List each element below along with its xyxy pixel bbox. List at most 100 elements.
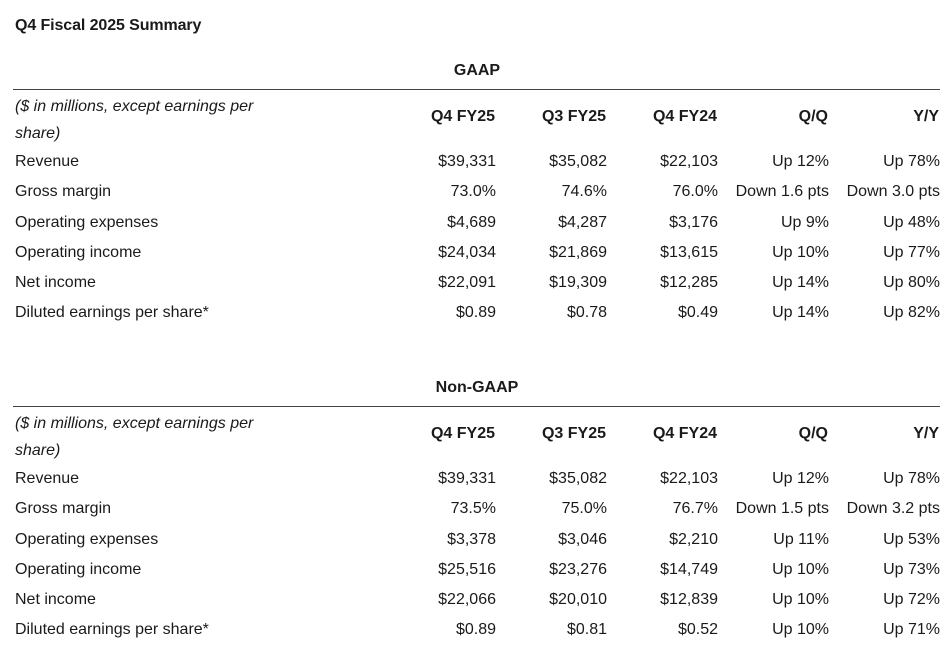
cell-yy: Up 73% xyxy=(883,561,940,578)
section-title: Non-GAAP xyxy=(435,379,519,396)
cell-q3fy25: $20,010 xyxy=(549,591,607,608)
cell-q4fy24: $2,210 xyxy=(669,531,718,548)
section-title: GAAP xyxy=(453,62,501,79)
column-header-q4fy24: Q4 FY24 xyxy=(652,108,717,125)
row-label: Diluted earnings per share* xyxy=(15,304,209,321)
column-header-q4fy25: Q4 FY25 xyxy=(430,108,495,125)
cell-q4fy25: $22,091 xyxy=(438,274,496,291)
cell-qq: Up 10% xyxy=(772,621,829,638)
table-row: Revenue $39,331 $35,082 $22,103 Up 12% U… xyxy=(0,470,944,500)
cell-q4fy24: $22,103 xyxy=(660,470,718,487)
cell-qq: Up 12% xyxy=(772,153,829,170)
cell-q3fy25: $35,082 xyxy=(549,470,607,487)
cell-q4fy25: $25,516 xyxy=(438,561,496,578)
table-row: Gross margin 73.5% 75.0% 76.7% Down 1.5 … xyxy=(0,500,944,530)
cell-qq: Up 11% xyxy=(773,531,829,548)
cell-q4fy25: 73.0% xyxy=(450,183,496,200)
cell-q4fy25: $3,378 xyxy=(447,531,496,548)
units-note: ($ in millions, except earnings per shar… xyxy=(15,415,254,459)
cell-q3fy25: $35,082 xyxy=(549,153,607,170)
cell-q4fy25: 73.5% xyxy=(450,500,496,517)
cell-yy: Up 82% xyxy=(883,304,940,321)
row-label: Net income xyxy=(15,591,96,608)
column-header-q3fy25: Q3 FY25 xyxy=(541,425,606,442)
row-label: Gross margin xyxy=(15,183,112,200)
cell-qq: Up 12% xyxy=(772,470,829,487)
cell-q3fy25: $3,046 xyxy=(558,531,607,548)
column-header-yy: Y/Y xyxy=(913,108,939,125)
cell-q3fy25: $4,287 xyxy=(558,214,607,231)
cell-yy: Up 48% xyxy=(883,214,940,231)
cell-q3fy25: $0.81 xyxy=(566,621,607,638)
column-header-qq: Q/Q xyxy=(798,108,828,125)
cell-q4fy24: $12,285 xyxy=(660,274,718,291)
cell-yy: Down 3.0 pts xyxy=(846,183,940,200)
cell-yy: Up 78% xyxy=(883,153,940,170)
cell-q4fy24: $13,615 xyxy=(660,244,718,261)
cell-q4fy25: $22,066 xyxy=(438,591,496,608)
cell-q4fy24: 76.0% xyxy=(672,183,718,200)
cell-yy: Up 78% xyxy=(883,470,940,487)
row-label: Revenue xyxy=(15,153,80,170)
table-row: Diluted earnings per share* $0.89 $0.81 … xyxy=(0,621,944,651)
row-label: Operating income xyxy=(15,244,142,261)
cell-q4fy25: $39,331 xyxy=(438,470,496,487)
cell-q4fy24: $3,176 xyxy=(669,214,718,231)
table-row: Operating expenses $3,378 $3,046 $2,210 … xyxy=(0,531,944,561)
cell-qq: Up 9% xyxy=(780,214,829,231)
row-label: Operating expenses xyxy=(15,214,159,231)
cell-q4fy24: $22,103 xyxy=(660,153,718,170)
cell-qq: Down 1.5 pts xyxy=(735,500,829,517)
cell-q3fy25: 74.6% xyxy=(561,183,607,200)
cell-qq: Up 10% xyxy=(772,591,829,608)
row-label: Gross margin xyxy=(15,500,112,517)
table-row: Revenue $39,331 $35,082 $22,103 Up 12% U… xyxy=(0,153,944,183)
cell-q4fy24: $0.52 xyxy=(677,621,718,638)
cell-q3fy25: $19,309 xyxy=(549,274,607,291)
cell-q4fy25: $39,331 xyxy=(438,153,496,170)
cell-qq: Up 10% xyxy=(772,244,829,261)
cell-q4fy25: $0.89 xyxy=(455,621,496,638)
cell-q3fy25: $21,869 xyxy=(549,244,607,261)
cell-q4fy25: $24,034 xyxy=(438,244,496,261)
cell-q4fy24: 76.7% xyxy=(672,500,718,517)
units-note: ($ in millions, except earnings per shar… xyxy=(15,98,254,142)
header-rule xyxy=(13,89,940,90)
table-row: Diluted earnings per share* $0.89 $0.78 … xyxy=(0,304,944,334)
table-row: Gross margin 73.0% 74.6% 76.0% Down 1.6 … xyxy=(0,183,944,213)
table-row: Net income $22,091 $19,309 $12,285 Up 14… xyxy=(0,274,944,304)
cell-q3fy25: 75.0% xyxy=(561,500,607,517)
column-header-q3fy25: Q3 FY25 xyxy=(541,108,606,125)
row-label: Diluted earnings per share* xyxy=(15,621,209,638)
cell-qq: Up 10% xyxy=(772,561,829,578)
table-row: Operating income $24,034 $21,869 $13,615… xyxy=(0,244,944,274)
cell-yy: Down 3.2 pts xyxy=(846,500,940,517)
cell-q4fy25: $4,689 xyxy=(447,214,496,231)
cell-q4fy24: $14,749 xyxy=(660,561,718,578)
table-row: Net income $22,066 $20,010 $12,839 Up 10… xyxy=(0,591,944,621)
cell-yy: Up 80% xyxy=(883,274,940,291)
header-rule xyxy=(13,406,940,407)
cell-yy: Up 53% xyxy=(883,531,940,548)
cell-yy: Up 71% xyxy=(883,621,940,638)
page-title: Q4 Fiscal 2025 Summary xyxy=(15,17,202,34)
cell-q4fy24: $0.49 xyxy=(677,304,718,321)
cell-q4fy25: $0.89 xyxy=(455,304,496,321)
row-label: Operating expenses xyxy=(15,531,159,548)
column-header-yy: Y/Y xyxy=(913,425,939,442)
cell-q4fy24: $12,839 xyxy=(660,591,718,608)
cell-qq: Down 1.6 pts xyxy=(735,183,829,200)
cell-qq: Up 14% xyxy=(772,274,829,291)
cell-yy: Up 77% xyxy=(883,244,940,261)
column-header-q4fy25: Q4 FY25 xyxy=(430,425,495,442)
table-row: Operating income $25,516 $23,276 $14,749… xyxy=(0,561,944,591)
column-header-q4fy24: Q4 FY24 xyxy=(652,425,717,442)
row-label: Net income xyxy=(15,274,96,291)
cell-q3fy25: $0.78 xyxy=(566,304,607,321)
row-label: Revenue xyxy=(15,470,80,487)
column-header-qq: Q/Q xyxy=(798,425,828,442)
cell-qq: Up 14% xyxy=(772,304,829,321)
row-label: Operating income xyxy=(15,561,142,578)
table-row: Operating expenses $4,689 $4,287 $3,176 … xyxy=(0,214,944,244)
cell-yy: Up 72% xyxy=(883,591,940,608)
